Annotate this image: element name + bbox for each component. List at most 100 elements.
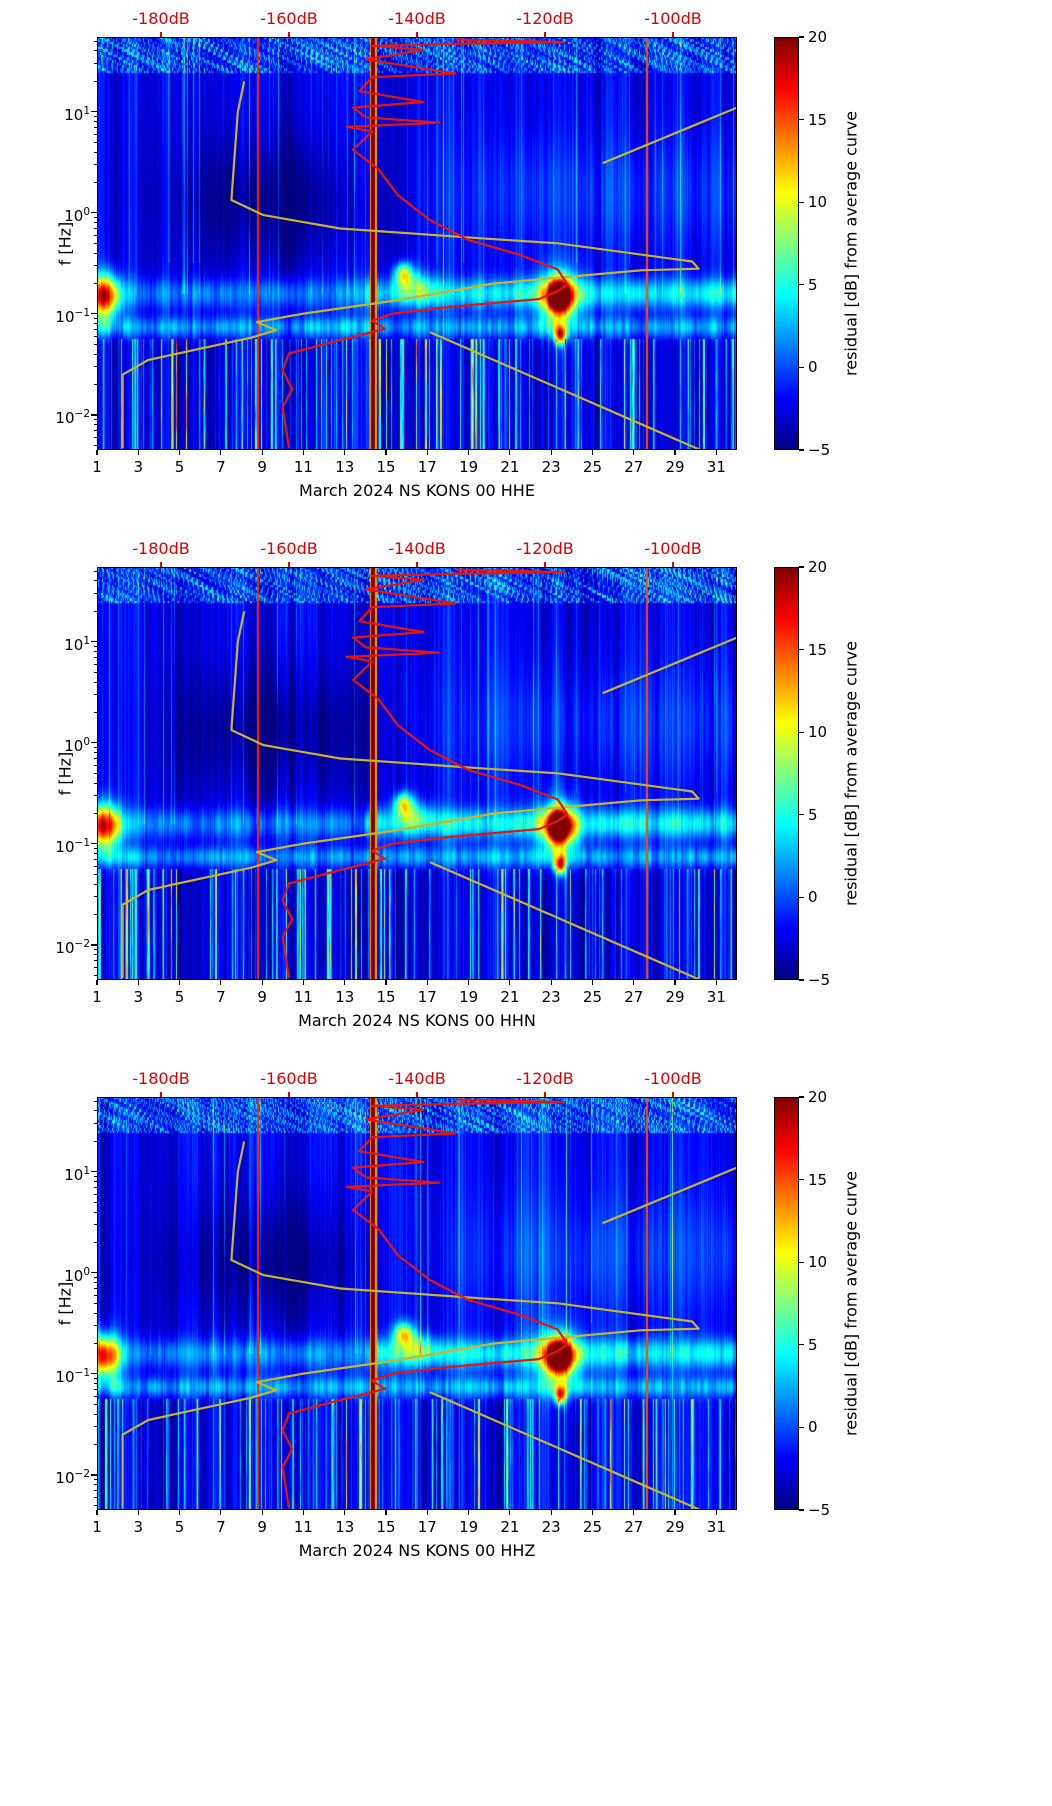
top-tick-label: -160dB xyxy=(260,9,318,28)
colorbar-border xyxy=(774,37,799,450)
y-tick xyxy=(91,1272,97,1274)
x-tick-label: 21 xyxy=(500,1518,520,1536)
y-minor-tick xyxy=(93,758,97,759)
x-tick-label: 31 xyxy=(706,458,726,476)
x-tick xyxy=(220,450,222,455)
x-tick-label: 17 xyxy=(417,458,437,476)
top-tick xyxy=(160,1092,162,1097)
y-tick xyxy=(91,212,97,214)
y-minor-tick xyxy=(93,80,97,82)
y-minor-tick xyxy=(93,1201,97,1203)
x-tick-label: 15 xyxy=(376,458,396,476)
colorbar-label: residual [dB] from average curve xyxy=(841,110,861,376)
colorbar-tick xyxy=(799,814,804,816)
x-tick-label: 11 xyxy=(293,458,313,476)
y-minor-tick xyxy=(93,1383,97,1385)
x-tick xyxy=(674,980,676,985)
y-minor-tick xyxy=(93,419,97,421)
x-tick-label: 1 xyxy=(92,988,102,1006)
x-tick xyxy=(468,980,470,985)
x-tick xyxy=(96,450,98,455)
y-minor-tick xyxy=(93,1175,97,1177)
y-minor-tick xyxy=(93,812,97,814)
x-tick-label: 17 xyxy=(417,1518,437,1536)
x-tick-label: 15 xyxy=(376,988,396,1006)
x-tick xyxy=(261,450,263,455)
top-tick xyxy=(544,32,546,37)
x-tick xyxy=(715,450,717,455)
x-tick xyxy=(509,1510,511,1515)
x-tick xyxy=(220,980,222,985)
colorbar-tick-label: 15 xyxy=(808,1170,828,1189)
top-tick-label: -180dB xyxy=(132,1069,190,1088)
colorbar-tick xyxy=(799,1509,804,1511)
colorbar-tick-label: −5 xyxy=(808,441,831,459)
y-tick xyxy=(91,313,97,315)
y-minor-tick xyxy=(93,353,97,355)
y-minor-tick xyxy=(93,1282,97,1284)
x-tick xyxy=(591,980,594,985)
y-minor-tick xyxy=(93,853,97,855)
x-tick xyxy=(550,980,552,985)
x-tick xyxy=(468,1510,470,1515)
y-minor-tick xyxy=(93,216,97,218)
plot-border xyxy=(97,1097,737,1510)
top-tick-label: -100dB xyxy=(644,539,702,558)
y-minor-tick xyxy=(93,1288,97,1289)
y-minor-tick xyxy=(93,133,97,135)
top-tick xyxy=(416,562,418,567)
y-minor-tick xyxy=(93,694,97,696)
x-tick xyxy=(591,450,594,455)
top-tick-label: -160dB xyxy=(260,539,318,558)
y-minor-tick xyxy=(93,1224,97,1226)
y-tick xyxy=(91,414,97,416)
y-tick-label: 10−1 xyxy=(55,1366,90,1386)
y-minor-tick xyxy=(93,610,97,612)
y-minor-tick xyxy=(93,1211,97,1213)
y-minor-tick xyxy=(93,645,97,647)
top-tick-label: -160dB xyxy=(260,1069,318,1088)
y-minor-tick xyxy=(93,746,97,748)
x-tick-label: 19 xyxy=(459,988,479,1006)
y-minor-tick xyxy=(93,580,97,582)
y-minor-tick xyxy=(93,1504,97,1506)
top-tick-label: -120dB xyxy=(516,1069,574,1088)
y-tick xyxy=(91,742,97,744)
x-tick-label: 27 xyxy=(624,988,644,1006)
colorbar-tick-label: 20 xyxy=(808,1088,828,1106)
x-tick-label: 15 xyxy=(376,1518,396,1536)
y-minor-tick xyxy=(93,873,97,875)
colorbar-tick xyxy=(799,201,804,203)
colorbar-tick xyxy=(799,896,804,898)
y-tick-label: 10−2 xyxy=(55,407,90,427)
x-tick-label: 25 xyxy=(582,1518,603,1536)
x-tick xyxy=(137,450,139,455)
top-tick xyxy=(288,562,290,567)
y-minor-tick xyxy=(93,1193,97,1195)
y-minor-tick xyxy=(93,318,97,320)
y-minor-tick xyxy=(93,764,97,766)
y-minor-tick xyxy=(93,681,97,683)
x-tick xyxy=(385,450,387,455)
colorbar-tick xyxy=(799,1261,804,1263)
y-tick xyxy=(91,111,97,113)
x-tick-label: 17 xyxy=(417,988,437,1006)
x-tick xyxy=(302,1510,305,1515)
x-tick xyxy=(96,1510,98,1515)
colorbar-tick xyxy=(799,1096,804,1098)
y-minor-tick xyxy=(93,335,97,337)
colorbar-border xyxy=(774,567,799,980)
x-tick xyxy=(344,1510,346,1515)
y-minor-tick xyxy=(93,63,97,65)
y-minor-tick xyxy=(93,366,97,368)
y-minor-tick xyxy=(93,949,97,951)
y-minor-tick xyxy=(93,752,97,754)
y-minor-tick xyxy=(93,1484,97,1486)
x-tick xyxy=(633,980,635,985)
colorbar-tick-label: 5 xyxy=(808,805,818,824)
y-minor-tick xyxy=(93,1123,97,1125)
x-tick-label: 5 xyxy=(174,988,185,1006)
spectrogram-heatmap xyxy=(97,37,737,450)
y-tick xyxy=(91,843,97,845)
x-tick-label: 5 xyxy=(174,458,185,476)
